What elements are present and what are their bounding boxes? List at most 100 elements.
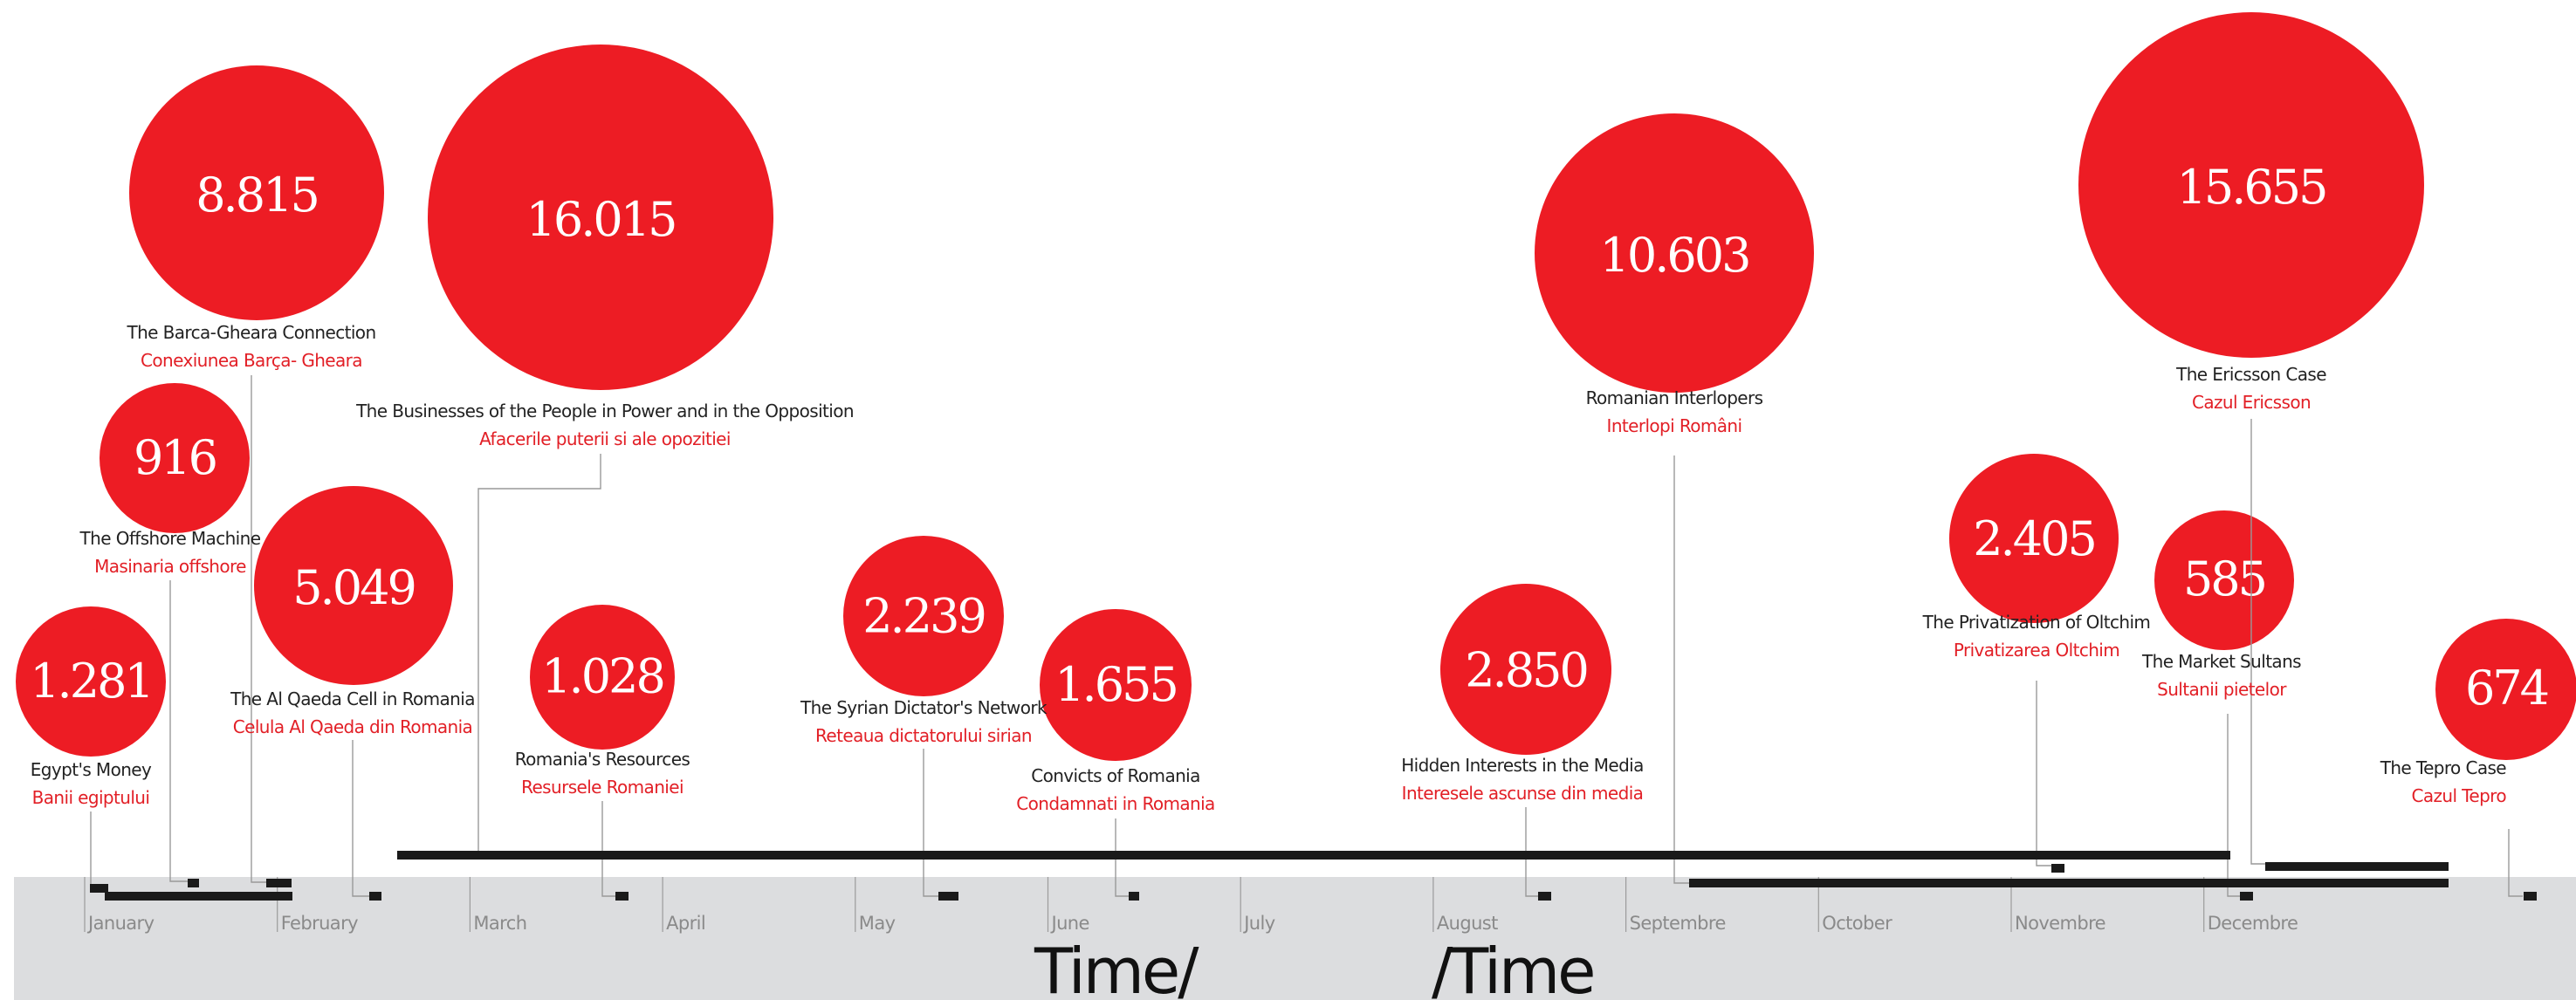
item-title-en: Hidden Interests in the Media [1401, 755, 1644, 776]
connector-line [2036, 681, 2053, 866]
value-bubble [2154, 510, 2294, 650]
item-title-ro: Cazul Ericsson [2192, 392, 2311, 413]
item-title-en: The Privatization of Oltchim [1922, 612, 2151, 633]
item-title-en: The Tepro Case [2380, 757, 2507, 778]
connector-line [2227, 714, 2242, 897]
month-label: July [1242, 913, 1275, 934]
value-bubble [2078, 12, 2424, 358]
duration-bar [90, 884, 108, 893]
month-label: October [1822, 913, 1893, 934]
value-bubble [428, 45, 773, 390]
item-title-ro: Interlopi Români [1607, 415, 1742, 436]
bubble-value-label: 585 [2183, 551, 2265, 606]
duration-bar-interlopers-span [1689, 879, 2449, 887]
duration-bar [2265, 862, 2449, 871]
value-bubble [129, 65, 384, 320]
bubble-value-label: 1.028 [541, 648, 663, 703]
axis-title-right: /Time [1432, 935, 1593, 1000]
value-bubble [100, 383, 250, 533]
item-title-en: Romania's Resources [515, 749, 690, 770]
bubble-value-label: 674 [2465, 661, 2548, 716]
bubble-value-label: 8.815 [196, 168, 318, 223]
bubble-value-label: 2.405 [1973, 511, 2095, 566]
item-title-en: Romanian Interlopers [1586, 387, 1763, 408]
item-title-en: The Businesses of the People in Power an… [355, 401, 854, 421]
month-label: March [473, 913, 526, 934]
connector-line [477, 454, 601, 855]
connector-line [1673, 455, 1689, 884]
item-title-ro: Banii egiptului [32, 787, 150, 808]
item-title-en: Egypt's Money [31, 759, 152, 780]
month-label: Septembre [1630, 913, 1726, 934]
item-title-ro: Sultanii pietelor [2157, 679, 2287, 700]
item-title-ro: Privatizarea Oltchim [1954, 640, 2119, 661]
item-title-en: The Syrian Dictator's Network [800, 697, 1048, 718]
month-label: May [859, 913, 896, 934]
item-title-ro: Cazul Tepro [2411, 785, 2506, 806]
bars-layer [90, 851, 2537, 901]
connector-line [923, 749, 939, 897]
duration-bar-egypt-span [105, 892, 292, 901]
value-bubble [530, 605, 675, 750]
value-bubble [1949, 454, 2119, 623]
item-title-en: The Barca-Gheara Connection [126, 322, 375, 343]
value-bubble [1040, 609, 1192, 761]
bubble-value-label: 10.603 [1600, 228, 1749, 283]
month-label: January [86, 913, 155, 934]
bubbles-layer: 1.281 916 8.815 5.049 16.015 1.028 2.239 1.655 2… [16, 12, 2576, 761]
duration-bar [2524, 892, 2537, 901]
month-label: Decembre [2208, 913, 2298, 934]
item-title-ro: Celula Al Qaeda din Romania [233, 716, 472, 737]
connector-line [1115, 818, 1129, 897]
value-bubble [254, 486, 453, 685]
bubble-value-label: 5.049 [292, 560, 415, 615]
duration-bar [1129, 892, 1139, 901]
duration-bar [938, 892, 958, 901]
bubble-value-label: 1.655 [1054, 657, 1177, 712]
item-title-ro: Conexiunea Barça- Gheara [141, 350, 362, 371]
duration-bar [188, 879, 199, 887]
item-title-en: The Offshore Machine [79, 528, 261, 549]
value-bubble [1440, 584, 1611, 755]
connector-line [1525, 807, 1538, 897]
value-bubble [2435, 619, 2576, 760]
duration-bar [2051, 864, 2064, 873]
item-title-en: Convicts of Romania [1031, 765, 1200, 786]
item-title-en: The Al Qaeda Cell in Romania [230, 688, 475, 709]
month-label: April [666, 913, 705, 934]
item-title-en: The Ericsson Case [2175, 364, 2326, 385]
item-title-ro: Afacerile puterii si ale opozitiei [479, 428, 731, 449]
month-label: Novembre [2015, 913, 2105, 934]
bubble-value-label: 16.015 [526, 192, 676, 247]
time-axis-band [14, 877, 2576, 1000]
connector-line [251, 375, 271, 883]
connector-line [2508, 829, 2523, 897]
item-title-ro: Interesele ascunse din media [1402, 783, 1644, 804]
bubble-value-label: 916 [134, 430, 216, 485]
month-label: June [1050, 913, 1089, 934]
duration-bar [1538, 892, 1551, 901]
connector-line [352, 740, 371, 897]
item-title-ro: Masinaria offshore [94, 556, 246, 577]
value-bubble [16, 606, 166, 757]
bubble-value-label: 2.850 [1465, 642, 1587, 697]
month-label: August [1437, 913, 1498, 934]
connector-line [601, 801, 616, 897]
duration-bar [266, 879, 292, 887]
item-title-ro: Resursele Romaniei [521, 777, 683, 798]
duration-bar [397, 851, 2230, 860]
bubble-value-label: 2.239 [862, 589, 985, 644]
month-label: February [281, 913, 358, 934]
connector-line [169, 580, 192, 882]
labels-layer: Egypt's Money Banii egiptului The Offshore… [31, 322, 2507, 814]
duration-bar [369, 892, 381, 901]
value-bubble [843, 536, 1004, 696]
item-title-en: The Market Sultans [2141, 651, 2301, 672]
duration-bar [615, 892, 629, 901]
bubble-value-label: 15.655 [2177, 160, 2326, 215]
value-bubble [1535, 113, 1814, 393]
connectors-layer [90, 375, 2523, 897]
axis-title-left: Time/ [1034, 935, 1199, 1000]
